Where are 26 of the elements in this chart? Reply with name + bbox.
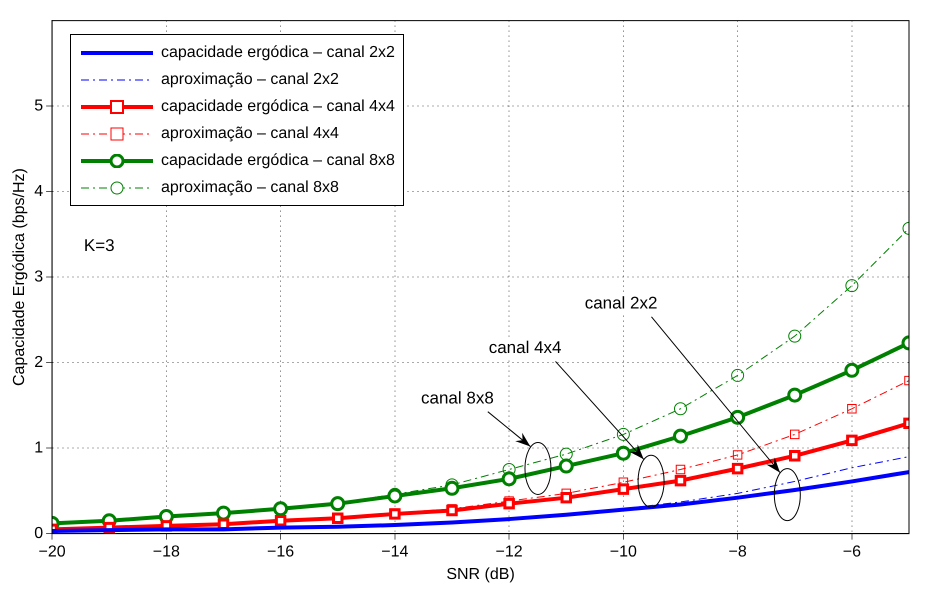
y-tick-label: 4	[34, 183, 44, 200]
annotation: canal 8x8	[421, 388, 494, 408]
x-tick-label: −20	[38, 544, 66, 561]
x-tick-label: −8	[728, 544, 747, 561]
x-tick-label: −12	[496, 544, 523, 561]
legend-label: aproximação – canal 2x2	[161, 70, 339, 88]
legend-label: aproximação – canal 8x8	[161, 178, 339, 196]
annotation: canal 4x4	[488, 338, 562, 358]
x-tick-label: −16	[267, 544, 294, 561]
y-tick-label: 5	[34, 98, 44, 115]
y-tick-label: 3	[34, 268, 44, 286]
legend-label: capacidade ergódica – canal 2x2	[161, 44, 395, 62]
legend-label: aproximação – canal 4x4	[161, 124, 339, 142]
y-axis-title: Capacidade Ergódica (bps/Hz)	[11, 168, 28, 386]
x-tick-label: −10	[610, 544, 638, 561]
y-tick-label: 1	[34, 440, 44, 457]
y-tick-label: 0	[34, 525, 44, 542]
x-tick-label: −18	[152, 544, 180, 561]
x-axis-title: SNR (dB)	[446, 566, 515, 583]
legend-label: capacidade ergódica – canal 4x4	[161, 98, 395, 116]
x-tick-label: −14	[381, 544, 409, 561]
legend-label: capacidade ergódica – canal 8x8	[161, 152, 395, 170]
annotation: canal 2x2	[584, 293, 658, 312]
annotation: K=3	[84, 236, 115, 256]
y-tick-label: 2	[34, 354, 44, 372]
x-tick-label: −6	[842, 544, 862, 561]
